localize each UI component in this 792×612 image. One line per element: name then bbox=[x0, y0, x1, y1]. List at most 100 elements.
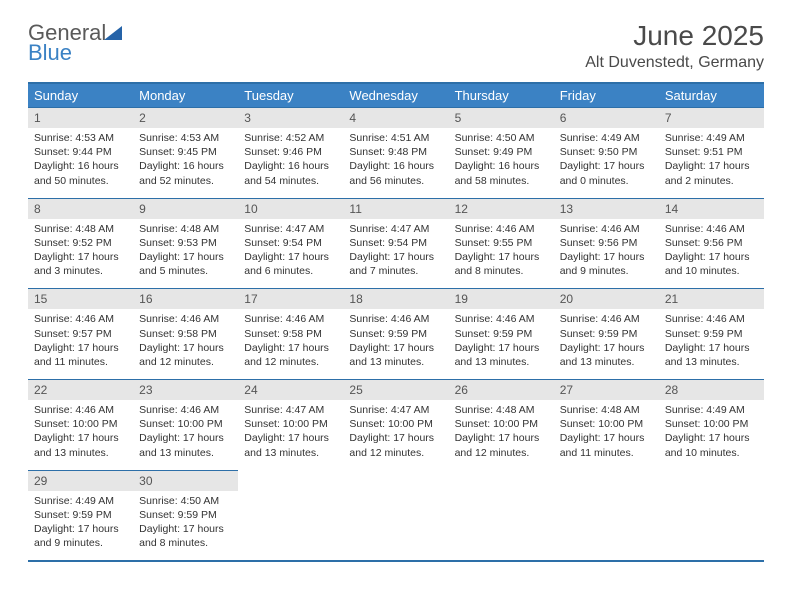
day-number-cell: 29 bbox=[28, 470, 133, 491]
day-number-cell: 14 bbox=[659, 198, 764, 219]
sunrise-text: Sunrise: 4:46 AM bbox=[560, 312, 653, 326]
day-number-row: 1234567 bbox=[28, 108, 764, 129]
sunset-text: Sunset: 9:50 PM bbox=[560, 145, 653, 159]
sunrise-text: Sunrise: 4:49 AM bbox=[665, 403, 758, 417]
day-content-cell bbox=[343, 491, 448, 562]
weekday-monday: Monday bbox=[133, 83, 238, 108]
sunset-text: Sunset: 9:59 PM bbox=[34, 508, 127, 522]
day-number-cell: 22 bbox=[28, 380, 133, 401]
sunset-text: Sunset: 9:45 PM bbox=[139, 145, 232, 159]
day-number-cell: 6 bbox=[554, 108, 659, 129]
daylight-text: Daylight: 17 hours and 13 minutes. bbox=[560, 341, 653, 369]
day-number-row: 15161718192021 bbox=[28, 289, 764, 310]
day-content-cell: Sunrise: 4:46 AMSunset: 9:59 PMDaylight:… bbox=[343, 309, 448, 379]
day-content-cell bbox=[238, 491, 343, 562]
daylight-text: Daylight: 17 hours and 3 minutes. bbox=[34, 250, 127, 278]
day-number-cell: 27 bbox=[554, 380, 659, 401]
sunset-text: Sunset: 10:00 PM bbox=[349, 417, 442, 431]
sunset-text: Sunset: 9:44 PM bbox=[34, 145, 127, 159]
daylight-text: Daylight: 17 hours and 13 minutes. bbox=[665, 341, 758, 369]
day-content-cell: Sunrise: 4:49 AMSunset: 9:59 PMDaylight:… bbox=[28, 491, 133, 562]
day-number-cell: 30 bbox=[133, 470, 238, 491]
day-content-row: Sunrise: 4:49 AMSunset: 9:59 PMDaylight:… bbox=[28, 491, 764, 562]
day-number-cell: 23 bbox=[133, 380, 238, 401]
day-content-cell: Sunrise: 4:46 AMSunset: 9:55 PMDaylight:… bbox=[449, 219, 554, 289]
sunrise-text: Sunrise: 4:46 AM bbox=[139, 403, 232, 417]
daylight-text: Daylight: 17 hours and 9 minutes. bbox=[560, 250, 653, 278]
day-content-cell: Sunrise: 4:46 AMSunset: 10:00 PMDaylight… bbox=[28, 400, 133, 470]
weekday-header-row: Sunday Monday Tuesday Wednesday Thursday… bbox=[28, 83, 764, 108]
day-number-cell: 15 bbox=[28, 289, 133, 310]
daylight-text: Daylight: 17 hours and 12 minutes. bbox=[244, 341, 337, 369]
day-number-row: 891011121314 bbox=[28, 198, 764, 219]
day-content-cell: Sunrise: 4:52 AMSunset: 9:46 PMDaylight:… bbox=[238, 128, 343, 198]
sunset-text: Sunset: 10:00 PM bbox=[560, 417, 653, 431]
sunset-text: Sunset: 9:58 PM bbox=[244, 327, 337, 341]
sunrise-text: Sunrise: 4:48 AM bbox=[560, 403, 653, 417]
sunrise-text: Sunrise: 4:46 AM bbox=[455, 222, 548, 236]
day-content-cell: Sunrise: 4:46 AMSunset: 9:56 PMDaylight:… bbox=[554, 219, 659, 289]
daylight-text: Daylight: 17 hours and 13 minutes. bbox=[34, 431, 127, 459]
sunrise-text: Sunrise: 4:53 AM bbox=[139, 131, 232, 145]
day-number-cell: 9 bbox=[133, 198, 238, 219]
day-content-cell: Sunrise: 4:49 AMSunset: 9:50 PMDaylight:… bbox=[554, 128, 659, 198]
day-content-cell: Sunrise: 4:51 AMSunset: 9:48 PMDaylight:… bbox=[343, 128, 448, 198]
sunset-text: Sunset: 9:59 PM bbox=[139, 508, 232, 522]
day-number-cell: 4 bbox=[343, 108, 448, 129]
day-content-cell: Sunrise: 4:46 AMSunset: 9:59 PMDaylight:… bbox=[449, 309, 554, 379]
sunrise-text: Sunrise: 4:50 AM bbox=[139, 494, 232, 508]
sunset-text: Sunset: 10:00 PM bbox=[665, 417, 758, 431]
daylight-text: Daylight: 17 hours and 7 minutes. bbox=[349, 250, 442, 278]
day-number-cell: 7 bbox=[659, 108, 764, 129]
sunrise-text: Sunrise: 4:48 AM bbox=[34, 222, 127, 236]
daylight-text: Daylight: 17 hours and 8 minutes. bbox=[455, 250, 548, 278]
day-content-row: Sunrise: 4:46 AMSunset: 10:00 PMDaylight… bbox=[28, 400, 764, 470]
sunrise-text: Sunrise: 4:52 AM bbox=[244, 131, 337, 145]
weekday-sunday: Sunday bbox=[28, 83, 133, 108]
day-number-cell: 2 bbox=[133, 108, 238, 129]
daylight-text: Daylight: 16 hours and 52 minutes. bbox=[139, 159, 232, 187]
sunrise-text: Sunrise: 4:50 AM bbox=[455, 131, 548, 145]
sunset-text: Sunset: 9:59 PM bbox=[349, 327, 442, 341]
daylight-text: Daylight: 17 hours and 13 minutes. bbox=[244, 431, 337, 459]
day-content-row: Sunrise: 4:46 AMSunset: 9:57 PMDaylight:… bbox=[28, 309, 764, 379]
day-content-cell: Sunrise: 4:47 AMSunset: 9:54 PMDaylight:… bbox=[238, 219, 343, 289]
sunset-text: Sunset: 9:51 PM bbox=[665, 145, 758, 159]
day-number-cell bbox=[238, 470, 343, 491]
day-content-cell: Sunrise: 4:48 AMSunset: 9:53 PMDaylight:… bbox=[133, 219, 238, 289]
daylight-text: Daylight: 17 hours and 13 minutes. bbox=[349, 341, 442, 369]
daylight-text: Daylight: 17 hours and 11 minutes. bbox=[560, 431, 653, 459]
day-number-cell: 3 bbox=[238, 108, 343, 129]
daylight-text: Daylight: 17 hours and 8 minutes. bbox=[139, 522, 232, 550]
day-content-cell bbox=[554, 491, 659, 562]
day-content-cell: Sunrise: 4:49 AMSunset: 10:00 PMDaylight… bbox=[659, 400, 764, 470]
daylight-text: Daylight: 17 hours and 12 minutes. bbox=[349, 431, 442, 459]
day-content-cell: Sunrise: 4:49 AMSunset: 9:51 PMDaylight:… bbox=[659, 128, 764, 198]
sunrise-text: Sunrise: 4:46 AM bbox=[139, 312, 232, 326]
sunrise-text: Sunrise: 4:49 AM bbox=[34, 494, 127, 508]
page-title: June 2025 bbox=[585, 20, 764, 52]
sunset-text: Sunset: 9:49 PM bbox=[455, 145, 548, 159]
day-number-cell: 26 bbox=[449, 380, 554, 401]
daylight-text: Daylight: 16 hours and 58 minutes. bbox=[455, 159, 548, 187]
daylight-text: Daylight: 17 hours and 11 minutes. bbox=[34, 341, 127, 369]
sunrise-text: Sunrise: 4:47 AM bbox=[349, 403, 442, 417]
location-label: Alt Duvenstedt, Germany bbox=[585, 54, 764, 72]
sunrise-text: Sunrise: 4:46 AM bbox=[34, 403, 127, 417]
header: General Blue June 2025 Alt Duvenstedt, G… bbox=[28, 20, 764, 72]
day-number-cell bbox=[554, 470, 659, 491]
day-number-cell: 17 bbox=[238, 289, 343, 310]
sunset-text: Sunset: 10:00 PM bbox=[34, 417, 127, 431]
daylight-text: Daylight: 16 hours and 56 minutes. bbox=[349, 159, 442, 187]
sunset-text: Sunset: 9:57 PM bbox=[34, 327, 127, 341]
sunset-text: Sunset: 9:48 PM bbox=[349, 145, 442, 159]
sunset-text: Sunset: 9:54 PM bbox=[244, 236, 337, 250]
day-number-cell: 18 bbox=[343, 289, 448, 310]
day-content-cell bbox=[659, 491, 764, 562]
day-number-cell: 10 bbox=[238, 198, 343, 219]
sunrise-text: Sunrise: 4:47 AM bbox=[244, 222, 337, 236]
daylight-text: Daylight: 17 hours and 10 minutes. bbox=[665, 431, 758, 459]
sunset-text: Sunset: 9:56 PM bbox=[560, 236, 653, 250]
day-content-cell: Sunrise: 4:46 AMSunset: 10:00 PMDaylight… bbox=[133, 400, 238, 470]
day-content-cell: Sunrise: 4:53 AMSunset: 9:45 PMDaylight:… bbox=[133, 128, 238, 198]
